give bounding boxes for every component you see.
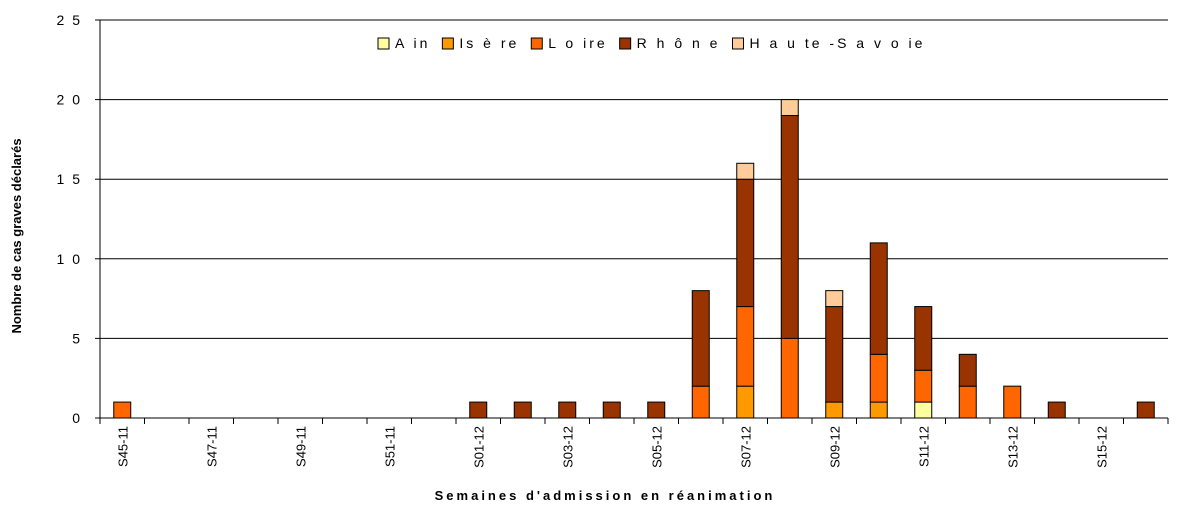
x-axis-label: Semaines d'admission en réanimation bbox=[435, 488, 776, 503]
y-tick-label: 1 5 bbox=[57, 171, 82, 187]
legend-label: A in bbox=[395, 35, 430, 51]
gridlines bbox=[100, 19, 1168, 339]
x-tick-label: S45-11 bbox=[115, 426, 130, 467]
bar-segment bbox=[825, 290, 844, 308]
x-tick-label: S49-11 bbox=[293, 426, 308, 467]
bar-segment bbox=[825, 306, 844, 403]
bar-segment bbox=[869, 353, 888, 403]
y-tick-label: 2 5 bbox=[57, 12, 82, 28]
x-tick-label: S15-12 bbox=[1094, 426, 1109, 468]
bar-segment bbox=[513, 401, 532, 419]
x-tick-label: S03-12 bbox=[560, 426, 575, 468]
bar-segment bbox=[958, 385, 977, 419]
y-tick-label: 5 bbox=[72, 330, 82, 346]
bar-segment bbox=[1136, 401, 1155, 419]
x-tick-label: S51-11 bbox=[382, 426, 397, 467]
x-tick-label: S47-11 bbox=[204, 426, 219, 467]
legend-label: L o ire bbox=[548, 35, 607, 51]
x-tick-label: S11-12 bbox=[916, 426, 931, 467]
x-tick-label: S01-12 bbox=[471, 426, 486, 468]
bar-segment bbox=[558, 401, 577, 419]
bar-segment bbox=[736, 385, 755, 419]
bar-segment bbox=[602, 401, 621, 419]
bar-segment bbox=[825, 401, 844, 419]
bar-segment bbox=[869, 401, 888, 419]
bar-segment bbox=[691, 385, 710, 419]
legend-swatch bbox=[619, 37, 632, 50]
bar-segment bbox=[780, 99, 799, 117]
bar-segment bbox=[958, 353, 977, 387]
bar-segment bbox=[1003, 385, 1022, 419]
x-axis-ticks: S45-11 S47-11 S49-11 S51-11 S01-12 S03-12 S05-… bbox=[99, 418, 1169, 468]
bar-segment bbox=[780, 115, 799, 339]
x-tick-label: S09-12 bbox=[827, 426, 842, 468]
legend-swatch bbox=[377, 37, 390, 50]
x-tick-label: S07-12 bbox=[738, 426, 753, 468]
bar-segment bbox=[113, 401, 132, 419]
legend-label: R h ô n e bbox=[637, 35, 721, 51]
bar-segment bbox=[914, 306, 933, 371]
y-axis-ticks: 0 5 1 0 1 5 2 0 2 5 bbox=[57, 12, 100, 426]
legend-label: H a u te -S a v o ie bbox=[749, 35, 925, 51]
y-tick-label: 0 bbox=[72, 410, 82, 426]
legend-swatch bbox=[441, 37, 454, 50]
bar-segment bbox=[647, 401, 666, 419]
y-tick-label: 1 0 bbox=[57, 251, 82, 267]
bar-segment bbox=[469, 401, 488, 419]
axes bbox=[99, 20, 1168, 419]
legend: A in Is è re L o ire R h ô n e H a u te -S a… bbox=[377, 35, 925, 51]
bar-segment bbox=[914, 401, 933, 419]
x-tick-label: S13-12 bbox=[1005, 426, 1020, 468]
x-tick-label: S05-12 bbox=[649, 426, 664, 468]
bar-segment bbox=[914, 369, 933, 403]
legend-label: Is è re bbox=[459, 35, 519, 51]
y-axis-label: Nombre de cas graves déclarés bbox=[9, 138, 24, 333]
bar-segment bbox=[691, 290, 710, 387]
bar-segment bbox=[736, 178, 755, 308]
bar-segment bbox=[1047, 401, 1066, 419]
legend-swatch bbox=[731, 37, 744, 50]
bar-segment bbox=[736, 306, 755, 387]
bar-segment bbox=[780, 337, 799, 419]
bar-segment bbox=[869, 242, 888, 355]
y-tick-label: 2 0 bbox=[57, 92, 82, 108]
legend-swatch bbox=[530, 37, 543, 50]
bar-segment bbox=[736, 162, 755, 180]
